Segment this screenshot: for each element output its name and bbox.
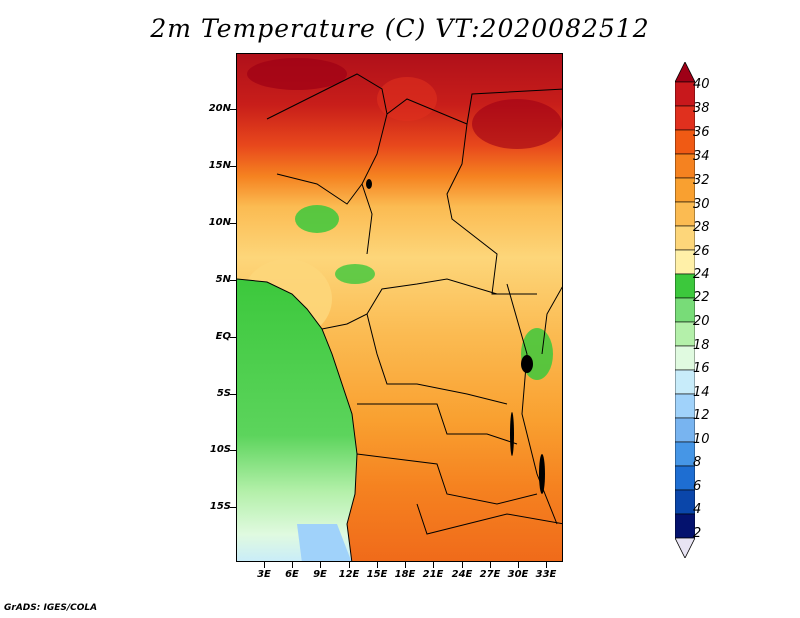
lon-tick — [264, 562, 265, 568]
lon-label: 21E — [418, 569, 448, 580]
lon-label: 24E — [447, 569, 477, 580]
lon-tick — [292, 562, 293, 568]
colorbar-band — [675, 226, 695, 250]
lon-tick — [518, 562, 519, 568]
colorbar-band — [675, 250, 695, 274]
lat-tick — [230, 394, 236, 395]
colorbar-label: 8 — [693, 455, 701, 470]
colorbar-band — [675, 106, 695, 130]
lon-label: 15E — [362, 569, 392, 580]
colorbar-band — [675, 274, 695, 298]
lon-tick — [405, 562, 406, 568]
colorbar-band — [675, 322, 695, 346]
colorbar-label: 34 — [693, 149, 710, 164]
colorbar-label: 4 — [693, 502, 701, 517]
lon-label: 30E — [503, 569, 533, 580]
colorbar-band — [675, 178, 695, 202]
colorbar-band — [675, 346, 695, 370]
temperature-map — [236, 53, 563, 562]
colorbar-label: 18 — [693, 338, 710, 353]
colorbar-band — [675, 370, 695, 394]
colorbar-band — [675, 82, 695, 106]
colorbar-band — [675, 466, 695, 490]
lat-tick — [230, 109, 236, 110]
colorbar-label: 32 — [693, 173, 710, 188]
cool-area — [335, 264, 375, 284]
lat-label: 5N — [191, 274, 231, 285]
hot-core — [472, 99, 562, 149]
lat-label: 20N — [191, 103, 231, 114]
colorbar-label: 10 — [693, 432, 710, 447]
lon-tick — [349, 562, 350, 568]
colorbar-label: 24 — [693, 267, 710, 282]
lon-label: 6E — [277, 569, 307, 580]
colorbar-band — [675, 394, 695, 418]
colorbar-label: 36 — [693, 125, 710, 140]
colorbar-label: 38 — [693, 101, 710, 116]
colorbar-band — [675, 490, 695, 514]
lat-tick — [230, 166, 236, 167]
colorbar — [675, 62, 695, 558]
lat-label: 10S — [191, 444, 231, 455]
colorbar-lower-triangle — [675, 538, 695, 558]
colorbar-upper-triangle — [675, 62, 695, 82]
cool-area — [295, 205, 339, 233]
colorbar-label: 14 — [693, 385, 710, 400]
colorbar-band — [675, 298, 695, 322]
lat-label: EQ — [191, 331, 231, 342]
colorbar-band — [675, 514, 695, 538]
colorbar-label: 16 — [693, 361, 710, 376]
colorbar-label: 2 — [693, 526, 701, 541]
colorbar-label: 30 — [693, 197, 710, 212]
colorbar-label: 22 — [693, 290, 710, 305]
colorbar-band — [675, 202, 695, 226]
map-title: 2m Temperature (C) VT:2020082512 — [0, 14, 800, 43]
lon-tick — [546, 562, 547, 568]
colorbar-label: 20 — [693, 314, 710, 329]
lon-label: 12E — [334, 569, 364, 580]
lon-tick — [433, 562, 434, 568]
hot-core — [247, 58, 347, 90]
lon-label: 3E — [249, 569, 279, 580]
lat-tick — [230, 280, 236, 281]
lon-tick — [490, 562, 491, 568]
colorbar-label: 28 — [693, 220, 710, 235]
lat-tick — [230, 450, 236, 451]
lat-label: 5S — [191, 388, 231, 399]
colorbar-band — [675, 154, 695, 178]
colorbar-band — [675, 442, 695, 466]
lon-label: 33E — [531, 569, 561, 580]
colorbar-label: 12 — [693, 408, 710, 423]
colorbar-label: 26 — [693, 244, 710, 259]
lon-tick — [377, 562, 378, 568]
lat-label: 15S — [191, 501, 231, 512]
colorbar-band — [675, 130, 695, 154]
lat-tick — [230, 507, 236, 508]
lat-tick — [230, 337, 236, 338]
lat-label: 10N — [191, 217, 231, 228]
colorbar-label: 40 — [693, 77, 710, 92]
colorbar-band — [675, 418, 695, 442]
lon-tick — [320, 562, 321, 568]
lat-tick — [230, 223, 236, 224]
lon-label: 9E — [305, 569, 335, 580]
credit-text: GrADS: IGES/COLA — [4, 603, 97, 613]
lon-label: 18E — [390, 569, 420, 580]
lon-label: 27E — [475, 569, 505, 580]
colorbar-label: 6 — [693, 479, 701, 494]
lat-label: 15N — [191, 160, 231, 171]
lon-tick — [462, 562, 463, 568]
